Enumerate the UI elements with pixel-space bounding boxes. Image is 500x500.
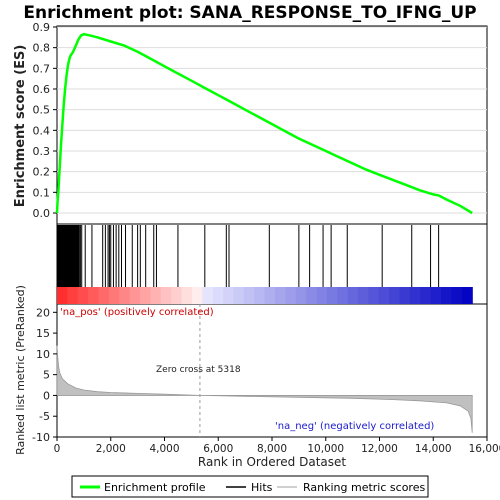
zero-cross-label: Zero cross at 5318 <box>156 365 241 375</box>
enrichment-profile-line <box>55 32 473 215</box>
heat-segment <box>441 287 453 304</box>
heat-segment <box>461 287 473 304</box>
legend-box <box>71 475 429 498</box>
ranking-panel-frame <box>56 303 488 438</box>
heat-segment <box>181 287 193 304</box>
hits-layer <box>57 225 440 287</box>
ranking-y-tick-label: 10 <box>36 348 50 361</box>
x-tick-label: 14,000 <box>415 443 452 455</box>
heat-segment <box>378 287 390 304</box>
x-tick-label: 4,000 <box>149 443 179 455</box>
heat-segment <box>326 287 338 304</box>
heat-segment <box>295 287 307 304</box>
enrichment-profile-layer <box>55 32 473 215</box>
heat-segment <box>212 287 224 304</box>
heat-segment <box>451 287 463 304</box>
x-tick-label: 16,000 <box>469 443 500 455</box>
es-y-tick-label: 0.8 <box>33 42 51 55</box>
heat-segment <box>347 287 359 304</box>
ranking-y-tick-label: 15 <box>36 327 50 340</box>
heat-segment <box>254 287 266 304</box>
heat-segment <box>399 287 411 304</box>
heat-segment <box>389 287 401 304</box>
heat-segment <box>98 287 110 304</box>
ranking-y-tick-label: 20 <box>36 306 50 319</box>
ranking-metric-area <box>56 345 473 433</box>
heat-segment <box>202 287 214 304</box>
es-y-tick-label: 0.0 <box>33 207 51 220</box>
heat-segment <box>171 287 183 304</box>
ranking-y-label: Ranked list metric (PreRanked) <box>14 285 27 455</box>
heat-segment <box>264 287 276 304</box>
legend-hits-label: Hits <box>251 481 273 494</box>
es-y-tick-label: 0.5 <box>33 104 51 117</box>
chart-title: Enrichment plot: SANA_RESPONSE_TO_IFNG_U… <box>23 3 476 23</box>
ranking-y-tick-label: -5 <box>39 410 50 423</box>
heat-segment <box>337 287 349 304</box>
neg-label: 'na_neg' (negatively correlated) <box>275 421 434 432</box>
heat-segment <box>191 287 203 304</box>
x-tick-label: 12,000 <box>361 443 398 455</box>
heat-segment <box>57 287 68 304</box>
heat-segment <box>285 287 297 304</box>
heat-segment <box>358 287 370 304</box>
x-axis-label: Rank in Ordered Dataset <box>198 455 346 469</box>
heat-segment <box>129 287 141 304</box>
heat-segment <box>223 287 235 304</box>
x-tick-label: 0 <box>54 443 61 455</box>
x-tick-label: 8,000 <box>257 443 287 455</box>
es-y-tick-label: 0.6 <box>33 83 51 96</box>
ranking-y-axis: -10 -5 0 5 10 15 20 <box>32 306 57 444</box>
legend-ranking-label: Ranking metric scores <box>303 481 425 494</box>
ranking-y-tick-label: 0 <box>43 389 50 402</box>
x-tick-label: 6,000 <box>203 443 233 455</box>
rank-x-axis: 0 2,000 4,000 6,000 8,000 10,000 12,000 14,000 1… <box>54 437 500 455</box>
heat-segment <box>430 287 442 304</box>
es-grid <box>57 26 487 214</box>
es-y-label: Enrichment score (ES) <box>13 45 28 208</box>
ranking-metric-layer <box>56 304 473 437</box>
es-y-tick-label: 0.9 <box>33 21 51 34</box>
heat-segment <box>316 287 328 304</box>
heat-segment <box>420 287 432 304</box>
heat-segment <box>88 287 100 304</box>
heat-segment <box>243 287 255 304</box>
heat-segment <box>233 287 245 304</box>
es-y-tick-label: 0.1 <box>33 186 51 199</box>
x-tick-label: 2,000 <box>96 443 126 455</box>
heat-segment <box>368 287 380 304</box>
x-tick-label: 10,000 <box>307 443 344 455</box>
ranking-y-tick-label: 5 <box>43 369 50 382</box>
heat-segment <box>77 287 89 304</box>
heat-segment <box>150 287 162 304</box>
heat-segment <box>274 287 286 304</box>
heat-segment <box>140 287 152 304</box>
heat-segment <box>409 287 421 304</box>
es-y-tick-label: 0.3 <box>33 145 51 158</box>
es-y-tick-label: 0.4 <box>33 124 51 137</box>
ranking-y-tick-label: -10 <box>32 431 50 444</box>
legend-enrichment-label: Enrichment profile <box>104 481 206 494</box>
heat-segment <box>160 287 172 304</box>
rank-heat-bar <box>57 287 473 304</box>
heat-segment <box>67 287 79 304</box>
es-y-tick-label: 0.2 <box>33 166 51 179</box>
heat-segment <box>108 287 120 304</box>
es-y-axis: 0.0 0.1 0.2 0.3 0.4 0.5 0.6 0.7 0.8 0.9 <box>33 21 57 220</box>
pos-label: 'na_pos' (positively correlated) <box>60 307 214 318</box>
heat-segment <box>306 287 318 304</box>
heat-segment <box>119 287 131 304</box>
es-y-tick-label: 0.7 <box>33 62 51 75</box>
